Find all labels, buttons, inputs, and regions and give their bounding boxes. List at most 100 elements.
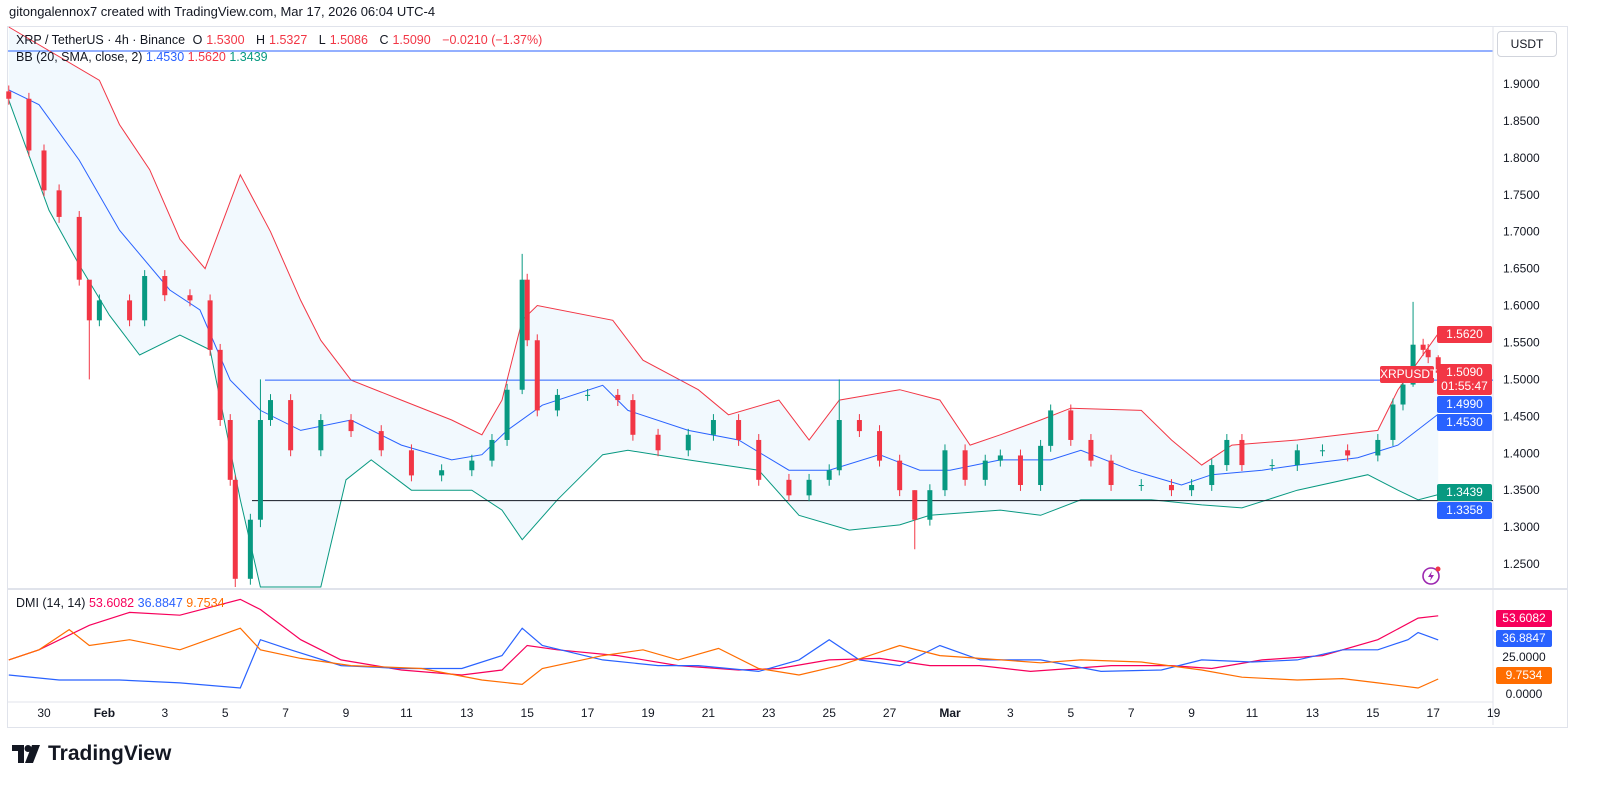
dmi-plus-di-line xyxy=(8,627,1439,689)
dmi-adx-value: 53.6082 xyxy=(88,596,135,610)
candle-body xyxy=(710,420,716,435)
time-tick-label: Mar xyxy=(939,706,961,720)
candle-body xyxy=(756,439,762,480)
candle-body xyxy=(41,150,47,191)
dmi-legend[interactable]: DMI (14, 14) 53.6082 36.8847 9.7534 xyxy=(16,596,225,610)
time-tick-label: 27 xyxy=(883,706,897,720)
candle-body xyxy=(1400,384,1406,405)
candle-body xyxy=(56,190,62,217)
candle-body xyxy=(469,460,475,471)
dmi-minus-di-line xyxy=(8,627,1439,689)
time-tick-label: 30 xyxy=(37,706,51,720)
chart-credit: gitongalennox7 created with TradingView.… xyxy=(9,4,436,19)
candle-body xyxy=(942,450,948,491)
hline-lower-badge: 1.3358 xyxy=(1437,502,1492,519)
time-tick-label: 13 xyxy=(1306,706,1320,720)
bb-upper-value: 1.5620 xyxy=(187,50,226,64)
symbol-tag: XRPUSDT xyxy=(1380,366,1438,383)
candle-body xyxy=(318,420,324,451)
open-value: 1.5300 xyxy=(206,33,245,47)
candle-body xyxy=(877,431,883,461)
dmi-mid-level: 25.0000 xyxy=(1502,650,1546,664)
brand-name: TradingView xyxy=(48,742,172,765)
candle-body xyxy=(615,394,621,401)
dmi-plus-value: 36.8847 xyxy=(137,596,183,610)
time-tick-label: 11 xyxy=(1246,706,1259,720)
candle-body xyxy=(1224,439,1230,466)
close-value: 1.5090 xyxy=(392,33,431,47)
candle-body xyxy=(1420,344,1426,350)
candle-body xyxy=(1168,485,1174,491)
candle-body xyxy=(1239,439,1245,466)
time-tick-label: 21 xyxy=(702,706,716,720)
candle-body xyxy=(554,394,560,411)
time-tick-label: 11 xyxy=(400,706,413,720)
candle-body xyxy=(1390,404,1396,440)
time-tick-label: 3 xyxy=(1007,706,1014,720)
price-tick-label: 1.8500 xyxy=(1503,114,1540,128)
time-tick-label: 15 xyxy=(521,706,535,720)
price-tick-label: 1.9000 xyxy=(1503,77,1540,91)
lightning-alert-icon[interactable] xyxy=(1421,565,1443,587)
low-value: 1.5086 xyxy=(329,33,368,47)
candle-body xyxy=(1375,439,1381,456)
candle-body xyxy=(1038,445,1044,486)
price-tick-label: 1.6000 xyxy=(1503,299,1540,313)
close-label: C xyxy=(379,33,389,47)
candle-body xyxy=(1068,410,1074,440)
price-tick-label: 1.8000 xyxy=(1503,151,1540,165)
candle-body xyxy=(187,295,193,301)
candle-body xyxy=(1017,455,1023,486)
dmi-minus-value: 9.7534 xyxy=(186,596,225,610)
candles xyxy=(6,85,1441,587)
candle-body xyxy=(786,479,792,496)
currency-button[interactable]: USDT xyxy=(1497,31,1557,57)
tick-labels: 1.9000 1.8500 1.8000 1.7500 1.7000 1.6500 1.60… xyxy=(37,77,1540,720)
high-label: H xyxy=(256,33,266,47)
bb-name: BB (20, SMA, close, 2) xyxy=(16,50,143,64)
candle-body xyxy=(127,300,133,321)
chart-frame xyxy=(7,26,1568,728)
candle-body xyxy=(806,479,812,496)
price-tick-label: 1.6500 xyxy=(1503,262,1540,276)
candle-body xyxy=(76,216,82,280)
last-price-badge: 1.5090 01:55:47 xyxy=(1437,364,1492,395)
time-tick-label: 9 xyxy=(343,706,350,720)
candle-body xyxy=(1209,465,1215,486)
candle-body xyxy=(1294,450,1300,466)
bb-lower-value: 1.3439 xyxy=(229,50,268,64)
bb-legend[interactable]: BB (20, SMA, close, 2) 1.4530 1.5620 1.3… xyxy=(16,50,268,64)
candle-body xyxy=(524,279,530,341)
symbol-name: XRP / TetherUS · 4h · Binance xyxy=(16,33,186,47)
time-tick-label: 15 xyxy=(1366,706,1380,720)
dmi-minus-badge: 9.7534 xyxy=(1496,667,1552,684)
candle-body xyxy=(439,470,445,476)
candle-body xyxy=(1410,344,1416,385)
candle-body xyxy=(26,98,32,151)
last-price: 1.5090 xyxy=(1446,365,1483,379)
candle-body xyxy=(1108,460,1114,486)
horizontal-lines xyxy=(252,379,1493,502)
candle-body xyxy=(162,276,168,296)
price-tick-label: 1.7000 xyxy=(1503,225,1540,239)
tradingview-logo[interactable]: TradingView xyxy=(12,742,171,766)
candle-body xyxy=(489,439,495,461)
change-value: −0.0210 (−1.37%) xyxy=(442,33,543,47)
candle-body xyxy=(96,300,102,321)
bb-lower-badge: 1.3439 xyxy=(1437,484,1492,501)
candle-body xyxy=(655,434,661,451)
candle-body xyxy=(534,340,540,411)
candle-body xyxy=(378,431,384,451)
candle-body xyxy=(1319,450,1325,452)
candle-body xyxy=(1048,410,1054,446)
price-tick-label: 1.5000 xyxy=(1503,372,1540,386)
axes xyxy=(8,27,1567,725)
candle-body xyxy=(997,455,1003,461)
time-tick-label: 17 xyxy=(1427,706,1441,720)
candle-body xyxy=(232,479,238,579)
bb-lower-line xyxy=(8,100,1439,588)
candle-body xyxy=(504,389,510,440)
candle-body xyxy=(142,276,148,321)
